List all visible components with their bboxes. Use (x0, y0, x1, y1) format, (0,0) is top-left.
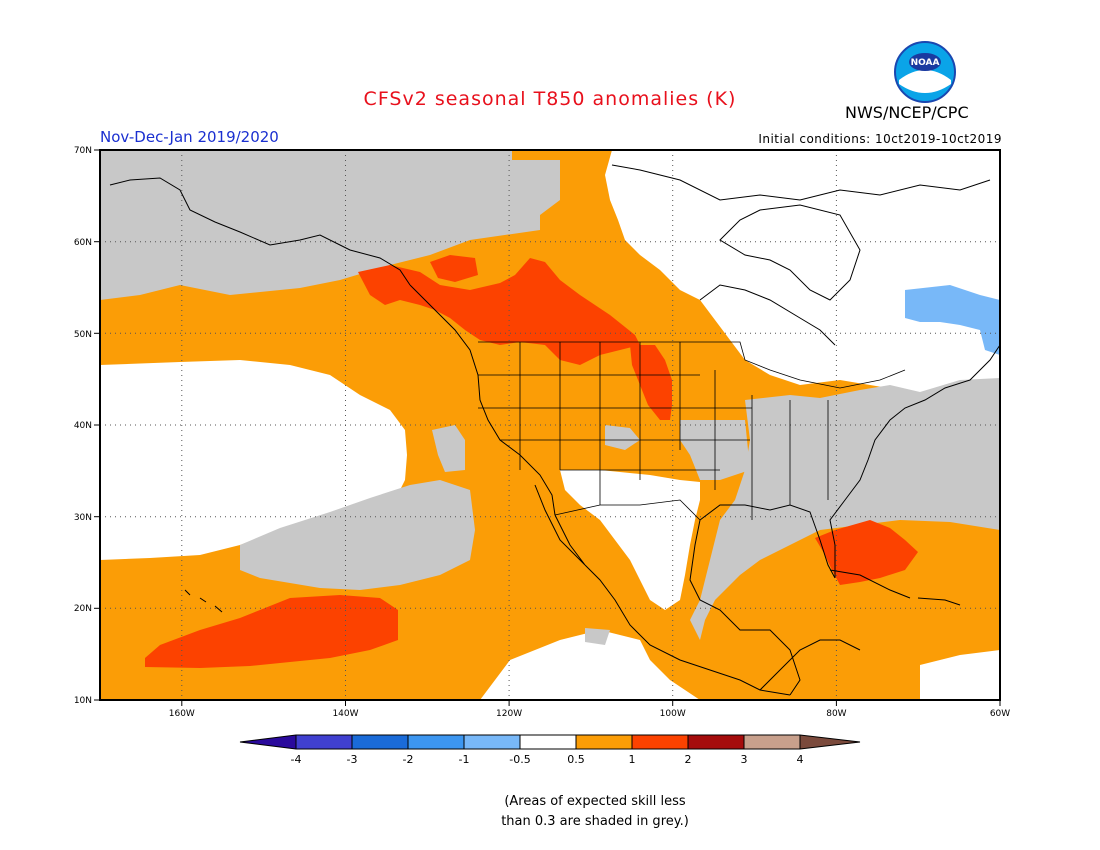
agency-label: NWS/NCEP/CPC (845, 103, 969, 122)
coast-east (829, 344, 1000, 578)
lat-label: 50N (74, 330, 92, 340)
lat-label: 30N (74, 513, 92, 523)
legend-swatch-gt-4 (800, 735, 860, 749)
field-red-pnw-north (430, 255, 478, 282)
graticule (100, 150, 1000, 700)
lon-label: 140W (332, 709, 358, 719)
lon-label: 60W (990, 709, 1010, 719)
coast-hawaii (184, 589, 223, 613)
legend-label: -3 (347, 753, 358, 766)
field-grey-patch-3 (585, 628, 610, 645)
lat-label: 60N (74, 238, 92, 248)
season-label: Nov-Dec-Jan 2019/2020 (100, 128, 279, 146)
lon-label: 80W (826, 709, 846, 719)
legend-label: 0.5 (567, 753, 585, 766)
field-red-plains (630, 345, 672, 420)
field-grey-eastus (690, 378, 1000, 640)
field-red-pnw (358, 258, 640, 365)
political-borders (478, 341, 906, 521)
coast-pacific-nw (409, 284, 556, 516)
legend-label: 1 (629, 753, 636, 766)
legend-swatch-m4-m3 (296, 735, 352, 749)
field-grey-patch-2 (605, 425, 640, 450)
legend-swatch-m05-05 (520, 735, 576, 749)
field-red-hawaii (145, 595, 398, 668)
field-red-florida (815, 520, 918, 585)
border-us-mexico (554, 499, 701, 521)
legend-label: 3 (741, 753, 748, 766)
map-title: CFSv2 seasonal T850 anomalies (K) (363, 88, 737, 110)
lat-label: 20N (74, 604, 92, 614)
legend-label: -4 (291, 753, 302, 766)
coast-alaska (109, 177, 411, 286)
color-legend: -4 -3 -2 -1 -0.5 0.5 1 2 3 4 (239, 734, 861, 766)
initial-conditions-label: Initial conditions: 10ct2019-10ct2019 (758, 132, 1002, 146)
lon-label: 120W (496, 709, 522, 719)
border-us-canada (478, 341, 906, 389)
coast-mexico-pacific (584, 564, 791, 696)
lat-labels: 70N 60N 50N 40N 30N 20N 10N (74, 146, 92, 706)
legend-label: 4 (797, 753, 804, 766)
legend-swatch-m2-m1 (408, 735, 464, 749)
footnote-line-1: (Areas of expected skill less (504, 794, 686, 809)
legend-label: -1 (459, 753, 470, 766)
field-blue-labrador (905, 285, 1000, 355)
lon-labels: 160W 140W 120W 100W 80W 60W (169, 709, 1011, 719)
noaa-logo-icon: NOAA (894, 41, 956, 103)
noaa-logo-text: NOAA (911, 58, 940, 68)
lon-label: 100W (660, 709, 686, 719)
legend-swatch-p05-1 (576, 735, 632, 749)
coast-gulf (689, 504, 836, 696)
field-white-pacific (100, 360, 407, 560)
field-grey-alaska (100, 150, 560, 300)
coast-arctic (611, 164, 991, 201)
field-white-caribbean-se (920, 650, 1000, 700)
field-white-southpacific (480, 630, 700, 700)
legend-swatch-m3-m2 (352, 735, 408, 749)
coast-hudson (699, 284, 836, 346)
lat-label: 10N (74, 696, 92, 706)
legend-swatch-p1-2 (632, 735, 688, 749)
coast-hispaniola (917, 597, 961, 606)
anomaly-field (100, 150, 1000, 700)
legend-swatch-lt-m4 (240, 735, 296, 749)
footnote-line-2: than 0.3 are shaded in grey.) (501, 814, 689, 829)
lon-label: 160W (169, 709, 195, 719)
axis-ticks (94, 149, 1001, 706)
coast-central-america (759, 639, 861, 691)
lat-label: 70N (74, 146, 92, 156)
skill-footnote: (Areas of expected skill less than 0.3 a… (440, 792, 750, 832)
legend-label: -2 (403, 753, 414, 766)
legend-swatch-m1-m05 (464, 735, 520, 749)
lat-label: 40N (74, 421, 92, 431)
coast-greenland (719, 204, 861, 301)
coast-baja (534, 484, 586, 566)
field-white-mexico (560, 470, 700, 610)
coast-cuba (829, 569, 911, 599)
legend-swatch-p2-3 (688, 735, 744, 749)
field-grey-patch-1 (432, 425, 465, 472)
coastlines (109, 164, 1000, 696)
legend-label: 2 (685, 753, 692, 766)
legend-label: -0.5 (509, 753, 530, 766)
field-grey-pacific (240, 480, 475, 590)
field-white-canada (605, 150, 1000, 395)
legend-swatch-p3-4 (744, 735, 800, 749)
